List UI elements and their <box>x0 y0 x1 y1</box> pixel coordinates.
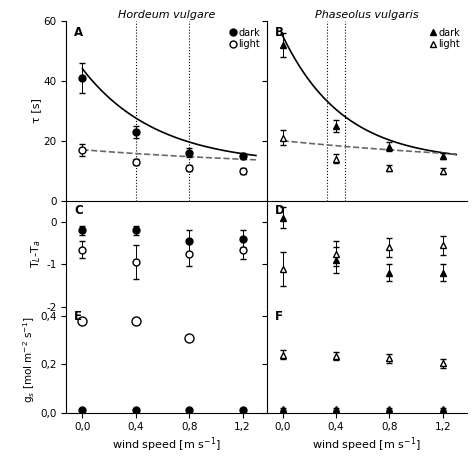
Text: F: F <box>274 310 283 323</box>
Title: Phaseolus vulgaris: Phaseolus vulgaris <box>315 10 419 20</box>
Text: B: B <box>274 26 283 39</box>
Y-axis label: g$_s$ [mol m$^{-2}$ s$^{-1}$]: g$_s$ [mol m$^{-2}$ s$^{-1}$] <box>21 316 37 403</box>
Legend: dark, light: dark, light <box>228 26 262 52</box>
Text: D: D <box>274 204 284 217</box>
Text: E: E <box>74 310 82 323</box>
Y-axis label: τ [s]: τ [s] <box>31 98 41 123</box>
Legend: dark, light: dark, light <box>428 26 462 52</box>
Text: A: A <box>74 26 83 39</box>
X-axis label: wind speed [m s$^{-1}$]: wind speed [m s$^{-1}$] <box>112 435 221 454</box>
Y-axis label: T$_L$-T$_a$: T$_L$-T$_a$ <box>30 239 44 268</box>
X-axis label: wind speed [m s$^{-1}$]: wind speed [m s$^{-1}$] <box>312 435 421 454</box>
Text: C: C <box>74 204 83 217</box>
Title: Hordeum vulgare: Hordeum vulgare <box>118 10 215 20</box>
